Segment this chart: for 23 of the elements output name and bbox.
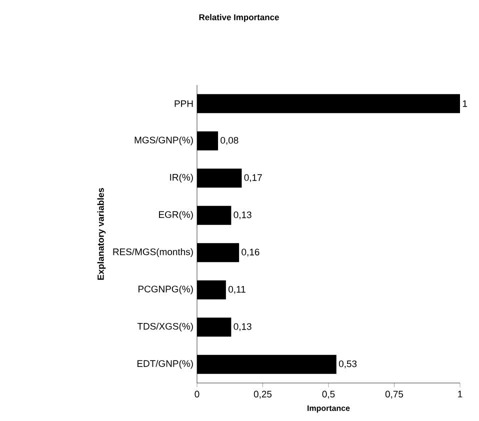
- data-label: 0,13: [234, 323, 252, 332]
- y-tick-label: EDT/GNP(%): [137, 360, 193, 369]
- x-tick-label: 0: [194, 390, 200, 398]
- data-label: 0,11: [228, 286, 246, 294]
- y-tick-label: PCGNPG(%): [138, 285, 193, 294]
- chart-title: Relative Importance: [199, 14, 279, 22]
- y-tick-label: TDS/XGS(%): [137, 322, 193, 332]
- y-tick-label: IR(%): [170, 174, 193, 183]
- y-tick-label: RES/MGS(months): [113, 248, 193, 258]
- data-label: 0,53: [338, 360, 357, 368]
- x-tick-label: 1: [458, 390, 462, 398]
- data-label: 0,13: [234, 211, 252, 220]
- data-label: 0,16: [242, 248, 260, 257]
- data-label: 0,17: [244, 174, 262, 182]
- y-tick-label: EGR(%): [159, 210, 193, 220]
- x-tick-label: 0,75: [385, 390, 404, 399]
- x-tick-label: 0,5: [322, 390, 335, 399]
- data-label: 0,08: [220, 136, 238, 145]
- data-label: 1: [462, 100, 467, 107]
- y-axis-title: Explanatory variables: [97, 188, 106, 280]
- x-tick-label: 0,25: [254, 390, 272, 399]
- y-tick-label: MGS/GNP(%): [134, 136, 193, 146]
- y-tick-label: PPH: [174, 100, 193, 107]
